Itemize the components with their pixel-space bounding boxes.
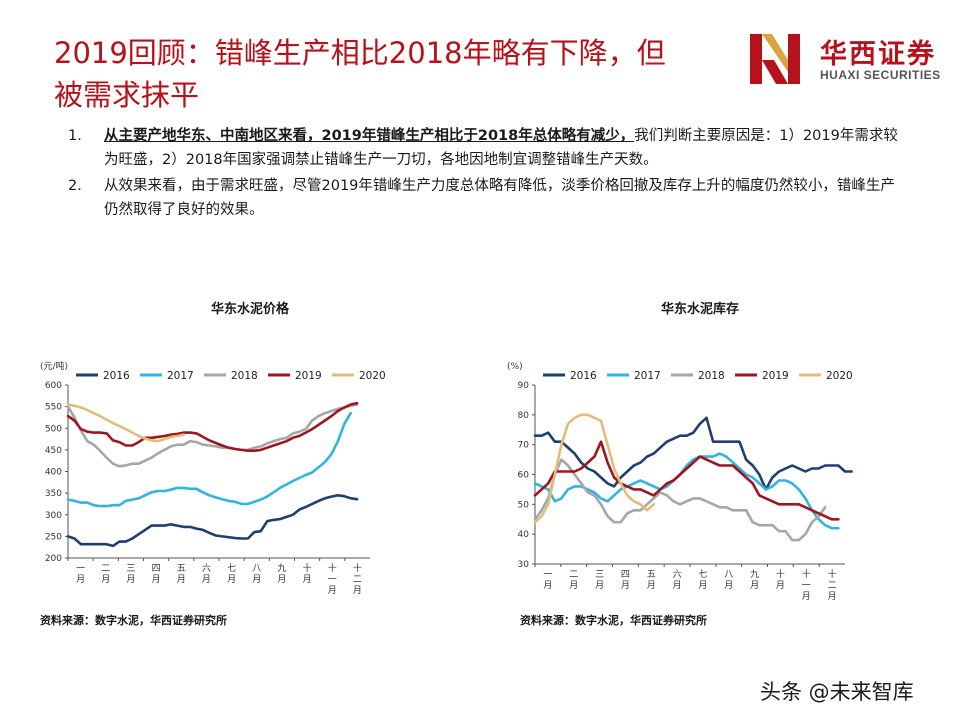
x-tick-label: 二月 [569,570,578,591]
bullet-item-1: 1. 从主要产地华东、中南地区来看，2019年错峰生产相比于2018年总体略有减… [68,124,898,172]
x-tick-label: 三月 [595,570,604,591]
legend-label-2019: 2019 [762,370,789,382]
y-tick-label: 30 [518,560,530,570]
y-tick-label: 450 [45,446,62,456]
series-line-2016 [533,416,853,491]
x-tick-label: 三月 [126,564,135,585]
legend-label-2019: 2019 [295,370,322,382]
bullet-list: 1. 从主要产地华东、中南地区来看，2019年错峰生产相比于2018年总体略有减… [68,124,898,224]
x-tick-label: 八月 [724,570,733,591]
y-tick-label: 400 [45,468,62,478]
x-tick-label: 十一月 [802,568,811,602]
x-tick-label: 八月 [252,564,261,585]
price-line-chart: (元/吨) 2016 2017 2018 2019 2020 200 250 300 350 400… [40,360,386,596]
huaxi-logo-icon [750,34,800,84]
x-tick-label: 十一月 [328,562,337,596]
x-tick-label: 十月 [776,568,785,591]
legend-label-2020: 2020 [359,370,386,382]
x-tick-label: 七月 [227,563,236,585]
bullet-number: 1. [68,128,82,144]
series-line-2020 [66,403,185,443]
x-tick-label: 一月 [543,570,552,591]
inventory-line-chart: (%) 2016 2017 2018 2019 2020 30 40 50 60 70 80 90 一月二… [507,362,853,602]
y-axis-unit-label: (元/吨) [40,360,68,372]
x-tick-label: 四月 [621,570,630,591]
y-tick-label: 200 [45,554,62,564]
x-tick-label: 五月 [177,564,186,585]
x-tick-label: 十月 [303,562,312,585]
y-tick-label: 70 [518,441,530,451]
bullet-text: 我们判断主要原因是：1）2019年需求较为旺盛，2）2018年国家强调禁止错峰生… [104,128,898,168]
right-source-note: 资料来源：数字水泥，华西证券研究所 [520,614,707,627]
y-tick-label: 500 [45,424,62,434]
series-line-2020 [533,413,655,524]
logo-en-text: HUAXI SECURITIES [820,68,941,82]
x-tick-label: 十二月 [353,562,362,596]
legend-label-2018: 2018 [698,370,725,382]
y-tick-label: 250 [45,532,62,542]
y-tick-label: 50 [518,500,530,510]
bullet-number: 2. [68,178,82,194]
y-tick-label: 90 [518,381,530,391]
x-tick-label: 二月 [101,564,110,585]
x-tick-label: 五月 [647,570,656,591]
x-tick-label: 四月 [152,564,161,585]
y-axis-unit-label: (%) [507,362,523,372]
left-chart-title: 华东水泥价格 [210,302,289,317]
legend-label-2017: 2017 [634,370,661,382]
x-tick-label: 六月 [673,568,682,591]
y-tick-label: 60 [518,471,530,481]
y-tick-label: 350 [45,489,62,499]
left-source-note: 资料来源：数字水泥，华西证券研究所 [40,614,227,627]
page-title: 2019回顾：错峰生产相比2018年略有下降，但被需求抹平 [54,36,666,112]
legend-label-2016: 2016 [570,370,597,382]
series-line-2017 [66,411,353,508]
y-tick-label: 550 [45,403,62,413]
x-tick-label: 十二月 [828,568,837,602]
y-tick-label: 600 [45,381,62,391]
series-line-2018 [533,458,827,542]
logo-cn-text: 华西证券 [820,39,936,70]
y-tick-label: 300 [45,511,62,521]
x-tick-label: 九月 [277,563,286,585]
legend-label-2018: 2018 [231,370,258,382]
x-tick-label: 一月 [76,564,85,585]
legend-label-2020: 2020 [826,370,853,382]
series-line-2019 [66,401,359,452]
bullet-item-2: 2. 从效果来看，由于需求旺盛，尽管2019年错峰生产力度总体略有降低，淡季价格… [68,174,898,222]
bullet-text: 从效果来看，由于需求旺盛，尽管2019年错峰生产力度总体略有降低，淡季价格回撤及… [104,178,895,218]
x-tick-label: 六月 [202,562,211,585]
y-tick-label: 40 [518,530,530,540]
right-chart-title: 华东水泥库存 [660,302,739,317]
y-tick-label: 80 [518,411,530,421]
x-tick-label: 七月 [698,569,707,591]
x-tick-label: 九月 [750,569,759,591]
series-line-2016 [66,494,359,548]
series-line-2018 [66,403,359,468]
legend-label-2016: 2016 [103,370,130,382]
company-logo: 华西证券 HUAXI SECURITIES [748,30,948,90]
watermark: 头条 @未来智库 [760,680,914,704]
legend-label-2017: 2017 [167,370,194,382]
bullet-bold-text: 从主要产地华东、中南地区来看，2019年错峰生产相比于2018年总体略有减少， [104,128,635,144]
series-line-2019 [533,440,840,521]
